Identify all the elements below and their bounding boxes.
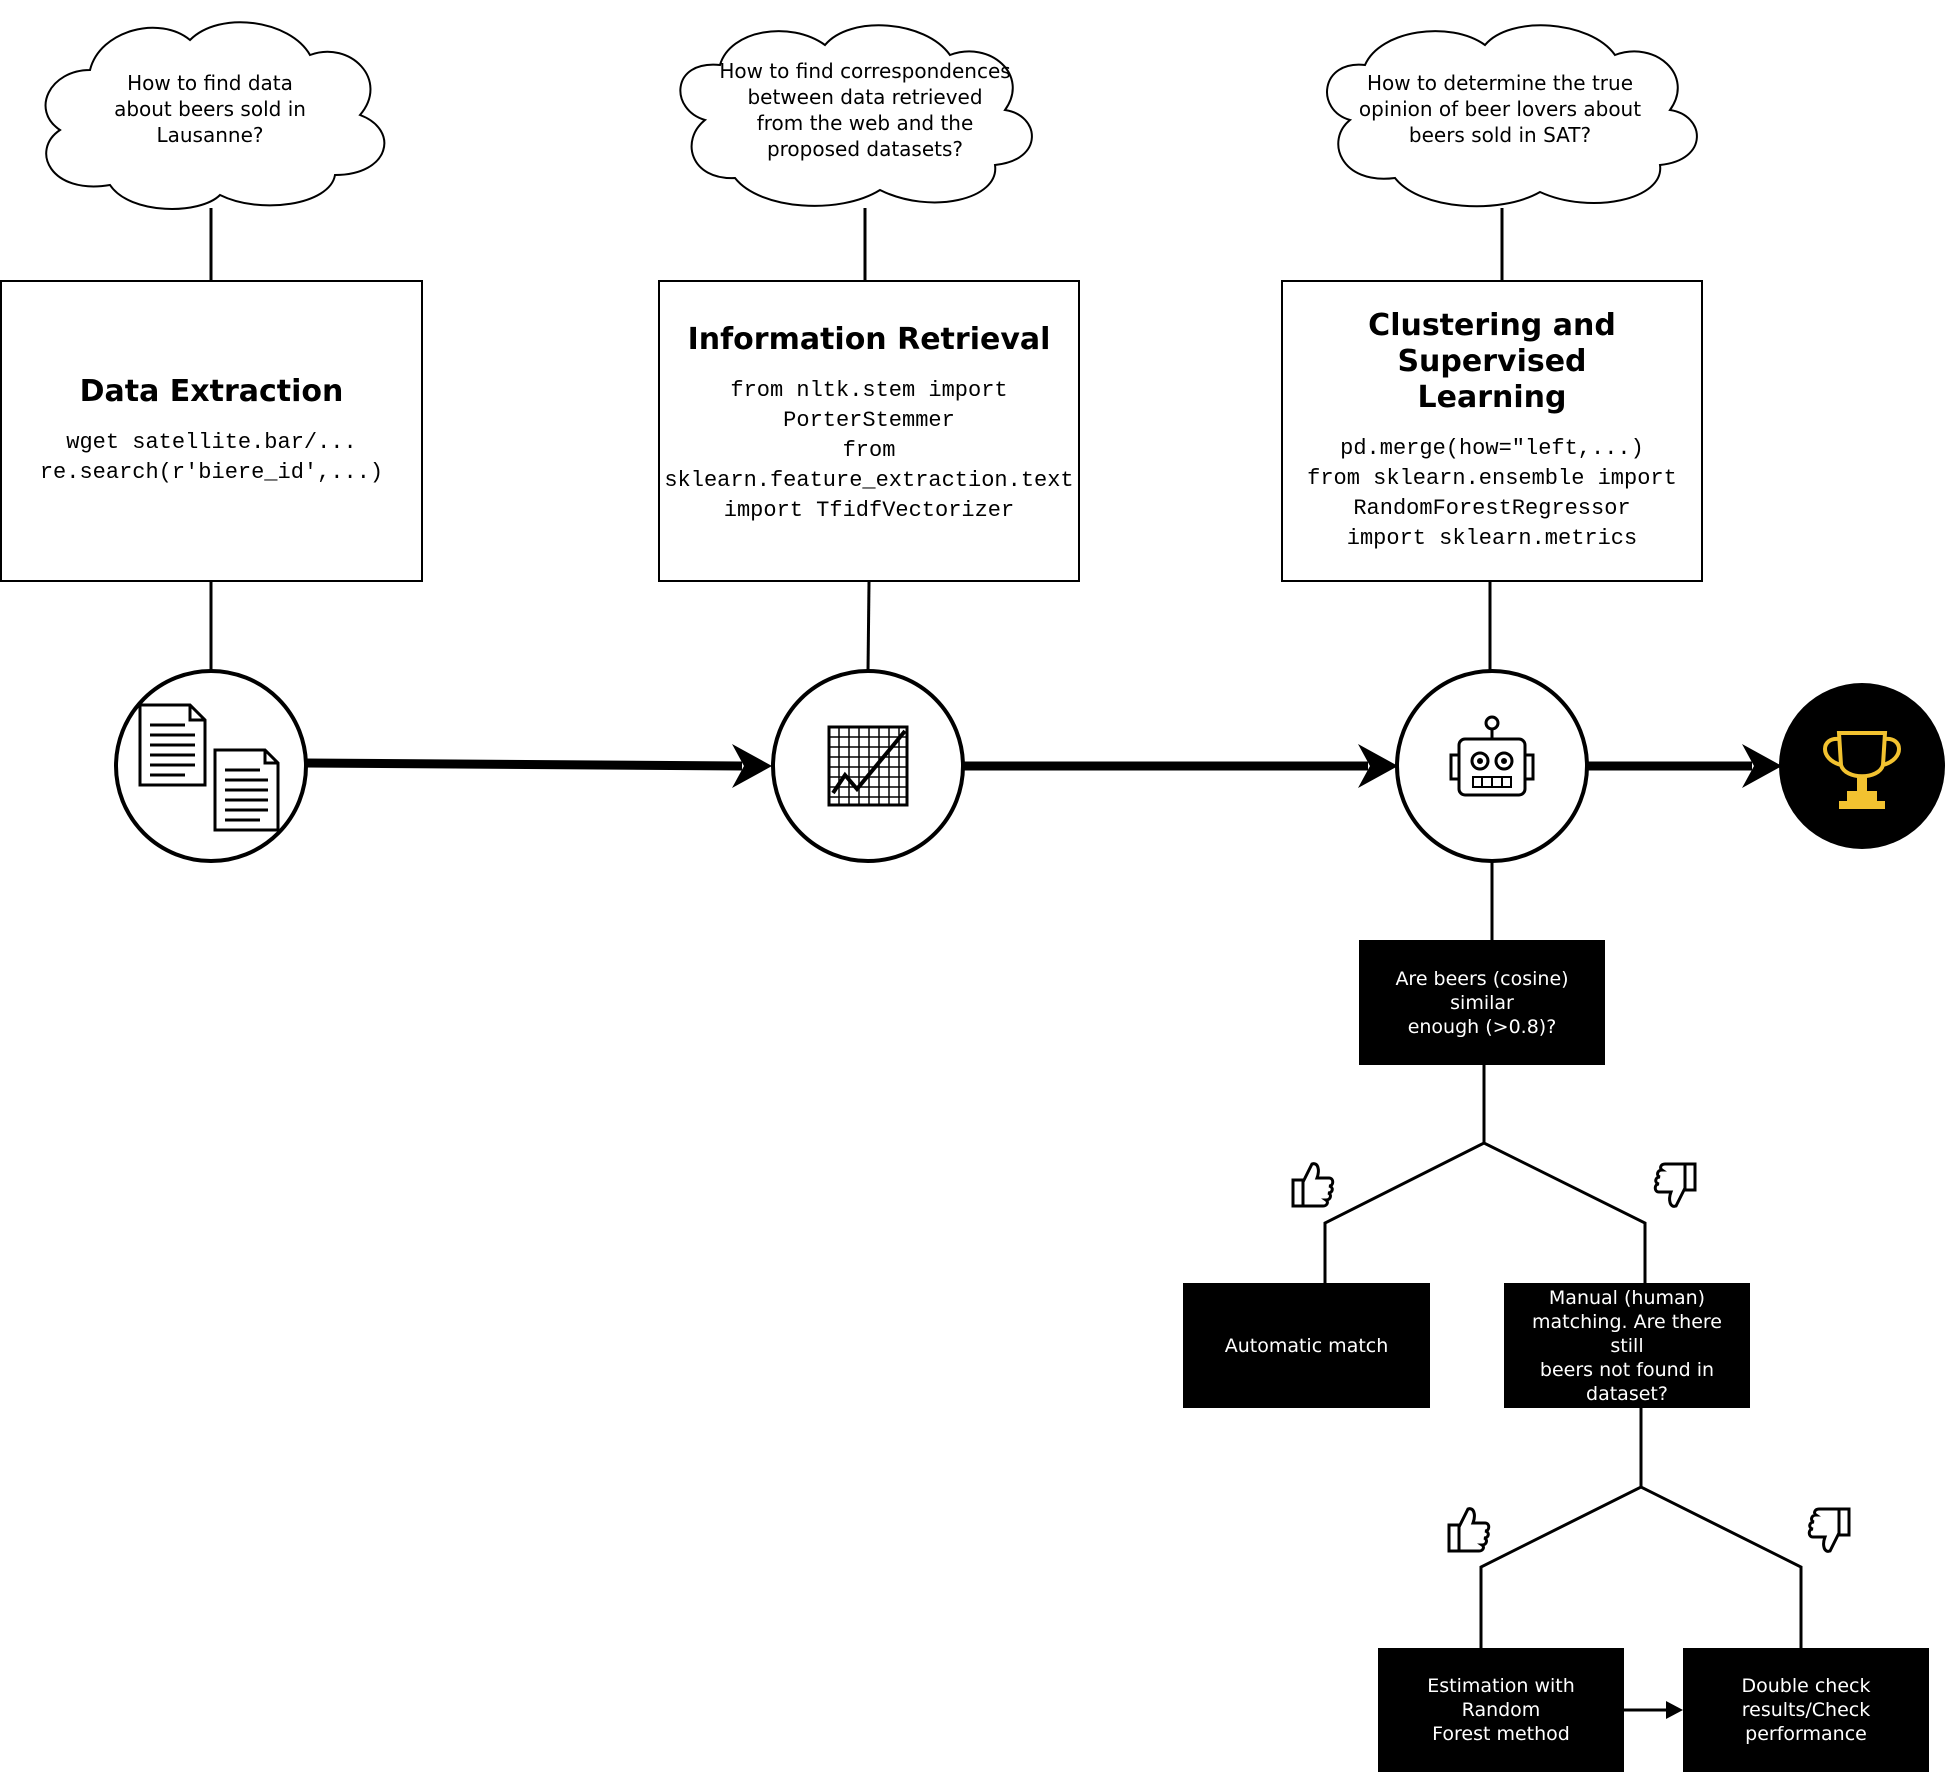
cloud-question-1: How to find data about beers sold in Lau… (114, 71, 306, 147)
stage-box-clustering: Clustering and Supervised Learning pd.me… (1281, 280, 1703, 582)
documents-icon (130, 695, 290, 840)
thumbs-up-icon (1446, 1505, 1492, 1560)
thumbs-down-icon (1806, 1505, 1852, 1560)
stage-title: Information Retrieval (687, 322, 1051, 357)
robot-icon (1447, 715, 1537, 810)
cloud-2-shape (679, 24, 1033, 207)
cloud-1-shape (44, 21, 386, 210)
stage-code: from nltk.stem import PorterStemmer from… (664, 378, 1074, 523)
stage-title: Clustering and Supervised Learning (1368, 308, 1616, 415)
cloud-question-3: How to determine the true opinion of bee… (1358, 71, 1642, 147)
goal-circle (1779, 683, 1945, 849)
decision-double-check: Double check results/Check performance (1683, 1648, 1929, 1772)
thumbs-down-icon (1652, 1160, 1698, 1215)
decision-manual-matching: Manual (human) matching. Are there still… (1504, 1283, 1750, 1408)
stage-box-information-retrieval: Information Retrieval from nltk.stem imp… (658, 280, 1080, 582)
cloud-3-shape (1326, 24, 1698, 208)
decision-automatic-match: Automatic match (1183, 1283, 1430, 1408)
stage-code: pd.merge(how="left,...) from sklearn.ens… (1307, 436, 1677, 551)
stage-box-data-extraction: Data Extraction wget satellite.bar/... r… (0, 280, 423, 582)
chart-icon (827, 725, 911, 814)
decision-estimation: Estimation with Random Forest method (1378, 1648, 1624, 1772)
stage-code: wget satellite.bar/... re.search(r'biere… (39, 430, 384, 485)
stage-title: Data Extraction (79, 374, 344, 409)
thumbs-up-icon (1290, 1160, 1336, 1215)
decision-similarity: Are beers (cosine) similar enough (>0.8)… (1359, 940, 1605, 1065)
cloud-question-2: How to find correspondences between data… (719, 59, 1011, 161)
trophy-icon (1817, 725, 1907, 816)
